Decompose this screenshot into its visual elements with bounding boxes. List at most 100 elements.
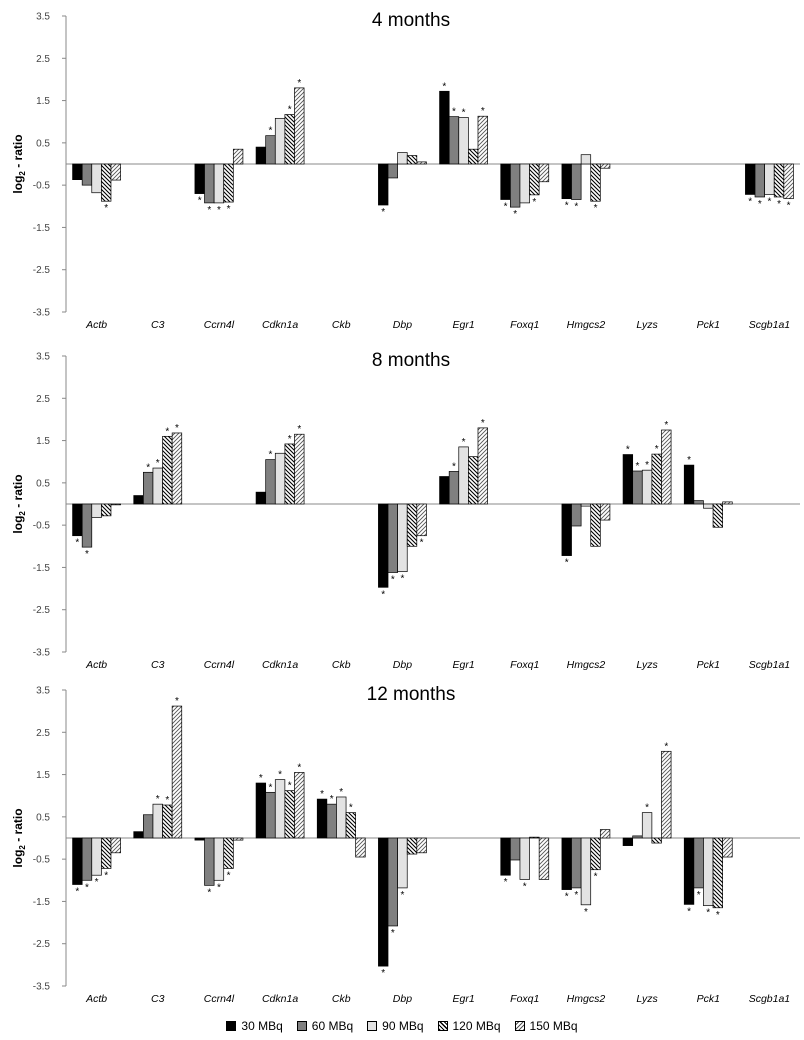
bar-egr1-60-mbq — [448, 116, 460, 165]
significance-marker-actb-90-mbq: * — [95, 877, 99, 888]
category-label-hmgcs2: Hmgcs2 — [567, 993, 606, 1005]
significance-marker-egr1-90-mbq: * — [462, 107, 466, 118]
category-label-foxq1: Foxq1 — [510, 993, 539, 1005]
bar-foxq1-90-mbq — [519, 837, 530, 880]
legend-item-30mbq: 30 MBq — [226, 1019, 283, 1033]
significance-marker-c3-90-mbq: * — [156, 794, 160, 805]
bar-c3-60-mbq — [143, 814, 154, 839]
bar-cdkn1a-90-mbq — [274, 452, 286, 505]
y-tick-label: 1.5 — [36, 436, 50, 447]
category-label-pck1: Pck1 — [697, 993, 720, 1005]
bar-c3-120-mbq — [162, 435, 173, 505]
y-axis-label: log2 - ratio — [11, 134, 27, 193]
significance-marker-dbp-60-mbq: * — [391, 575, 395, 586]
chart-panel-12-months: 12 months -3.5 -2.5 -1.5 -0.5 0.5 1.5 2.5 3.5 log… — [11, 684, 800, 1005]
significance-marker-c3-60-mbq: * — [146, 462, 150, 473]
category-label-egr1: Egr1 — [452, 659, 474, 671]
significance-marker-dbp-30-mbq: * — [381, 589, 385, 600]
significance-marker-scgb1a1-90-mbq: * — [767, 196, 771, 207]
legend-swatch-90mbq — [367, 1021, 378, 1031]
significance-marker-ccrn4l-60-mbq: * — [207, 887, 211, 898]
y-tick-label: 0.5 — [36, 138, 50, 149]
legend-label-60mbq: 60 MBq — [311, 1019, 354, 1033]
significance-marker-foxq1-60-mbq: * — [513, 209, 517, 220]
bar-actb-120-mbq — [101, 163, 112, 202]
chart-title: 12 months — [367, 684, 456, 705]
y-tick-label: 0.5 — [36, 812, 50, 823]
legend-label-90mbq: 90 MBq — [382, 1019, 424, 1033]
bar-actb-90-mbq — [91, 503, 102, 518]
significance-marker-ckb-120-mbq: * — [349, 803, 353, 814]
bar-c3-150-mbq — [171, 432, 183, 505]
significance-marker-scgb1a1-60-mbq: * — [758, 199, 762, 210]
significance-marker-actb-120-mbq: * — [104, 203, 108, 214]
bar-cdkn1a-150-mbq — [294, 433, 305, 505]
significance-marker-cdkn1a-60-mbq: * — [269, 450, 273, 461]
significance-marker-cdkn1a-60-mbq: * — [269, 126, 273, 137]
bar-hmgcs2-60-mbq — [571, 837, 582, 889]
bar-ckb-90-mbq — [336, 796, 347, 839]
bar-cdkn1a-90-mbq — [274, 117, 286, 165]
y-tick-label: 1.5 — [36, 770, 50, 781]
bar-c3-30-mbq — [133, 495, 144, 505]
bar-hmgcs2-120-mbq — [590, 503, 601, 547]
y-tick-label: -2.5 — [33, 939, 51, 950]
y-tick-label: -3.5 — [33, 648, 51, 659]
bar-dbp-150-mbq — [416, 161, 427, 165]
significance-marker-actb-30-mbq: * — [75, 887, 79, 898]
significance-marker-foxq1-90-mbq: * — [523, 881, 527, 892]
bar-ccrn4l-90-mbq — [213, 163, 225, 204]
significance-marker-scgb1a1-150-mbq: * — [787, 201, 791, 212]
bar-hmgcs2-90-mbq — [580, 837, 592, 906]
bar-dbp-30-mbq — [378, 163, 389, 206]
bar-hmgcs2-150-mbq — [599, 503, 611, 521]
category-label-actb: Actb — [85, 319, 107, 331]
bar-foxq1-30-mbq — [500, 163, 511, 200]
bar-scgb1a1-30-mbq — [745, 163, 756, 195]
category-label-hmgcs2: Hmgcs2 — [567, 659, 606, 671]
bar-dbp-120-mbq — [406, 503, 418, 547]
bar-dbp-60-mbq — [387, 837, 398, 927]
significance-marker-ccrn4l-60-mbq: * — [207, 205, 211, 216]
bar-egr1-60-mbq — [448, 471, 460, 505]
bar-pck1-60-mbq — [693, 500, 704, 505]
category-label-lyzs: Lyzs — [636, 659, 658, 671]
bar-actb-90-mbq — [91, 837, 102, 876]
y-tick-label: -3.5 — [33, 308, 51, 319]
category-label-cdkn1a: Cdkn1a — [262, 659, 298, 671]
significance-marker-dbp-60-mbq: * — [391, 928, 395, 939]
significance-marker-hmgcs2-30-mbq: * — [565, 558, 569, 569]
significance-marker-scgb1a1-30-mbq: * — [748, 196, 752, 207]
y-axis-label: log2 - ratio — [11, 474, 27, 533]
bar-cdkn1a-150-mbq — [294, 87, 305, 165]
bar-c3-150-mbq — [171, 705, 183, 839]
bar-ccrn4l-120-mbq — [223, 837, 234, 869]
significance-marker-cdkn1a-150-mbq: * — [297, 78, 301, 89]
bar-pck1-150-mbq — [722, 501, 733, 505]
bar-hmgcs2-30-mbq — [561, 163, 572, 200]
significance-marker-pck1-30-mbq: * — [687, 455, 691, 466]
category-label-c3: C3 — [151, 659, 165, 671]
significance-marker-c3-90-mbq: * — [156, 458, 160, 469]
category-label-scgb1a1: Scgb1a1 — [749, 319, 790, 331]
legend-item-60mbq: 60 MBq — [296, 1019, 354, 1033]
significance-marker-egr1-60-mbq: * — [452, 107, 456, 118]
significance-marker-c3-150-mbq: * — [175, 423, 179, 434]
legend: 30 MBq 60 MBq 90 MBq 120 MBq 150 MBq — [0, 1015, 804, 1037]
significance-marker-actb-60-mbq: * — [85, 549, 89, 560]
significance-marker-hmgcs2-120-mbq: * — [594, 203, 598, 214]
legend-label-150mbq: 150 MBq — [529, 1019, 578, 1033]
category-label-ccrn4l: Ccrn4l — [204, 659, 235, 671]
chart-panel-4-months: 4 months -3.5 -2.5 -1.5 -0.5 0.5 1.5 2.5 3.5 log2… — [11, 10, 800, 331]
category-label-ccrn4l: Ccrn4l — [204, 993, 235, 1005]
significance-marker-pck1-30-mbq: * — [687, 906, 691, 917]
category-label-ckb: Ckb — [332, 659, 351, 671]
bar-hmgcs2-150-mbq — [599, 163, 611, 169]
significance-marker-c3-120-mbq: * — [165, 426, 169, 437]
bar-c3-60-mbq — [143, 471, 154, 505]
bar-foxq1-150-mbq — [538, 837, 550, 880]
y-tick-label: -0.5 — [33, 181, 51, 192]
significance-marker-hmgcs2-30-mbq: * — [565, 892, 569, 903]
bar-egr1-150-mbq — [477, 427, 488, 505]
legend-item-90mbq: 90 MBq — [367, 1019, 424, 1033]
